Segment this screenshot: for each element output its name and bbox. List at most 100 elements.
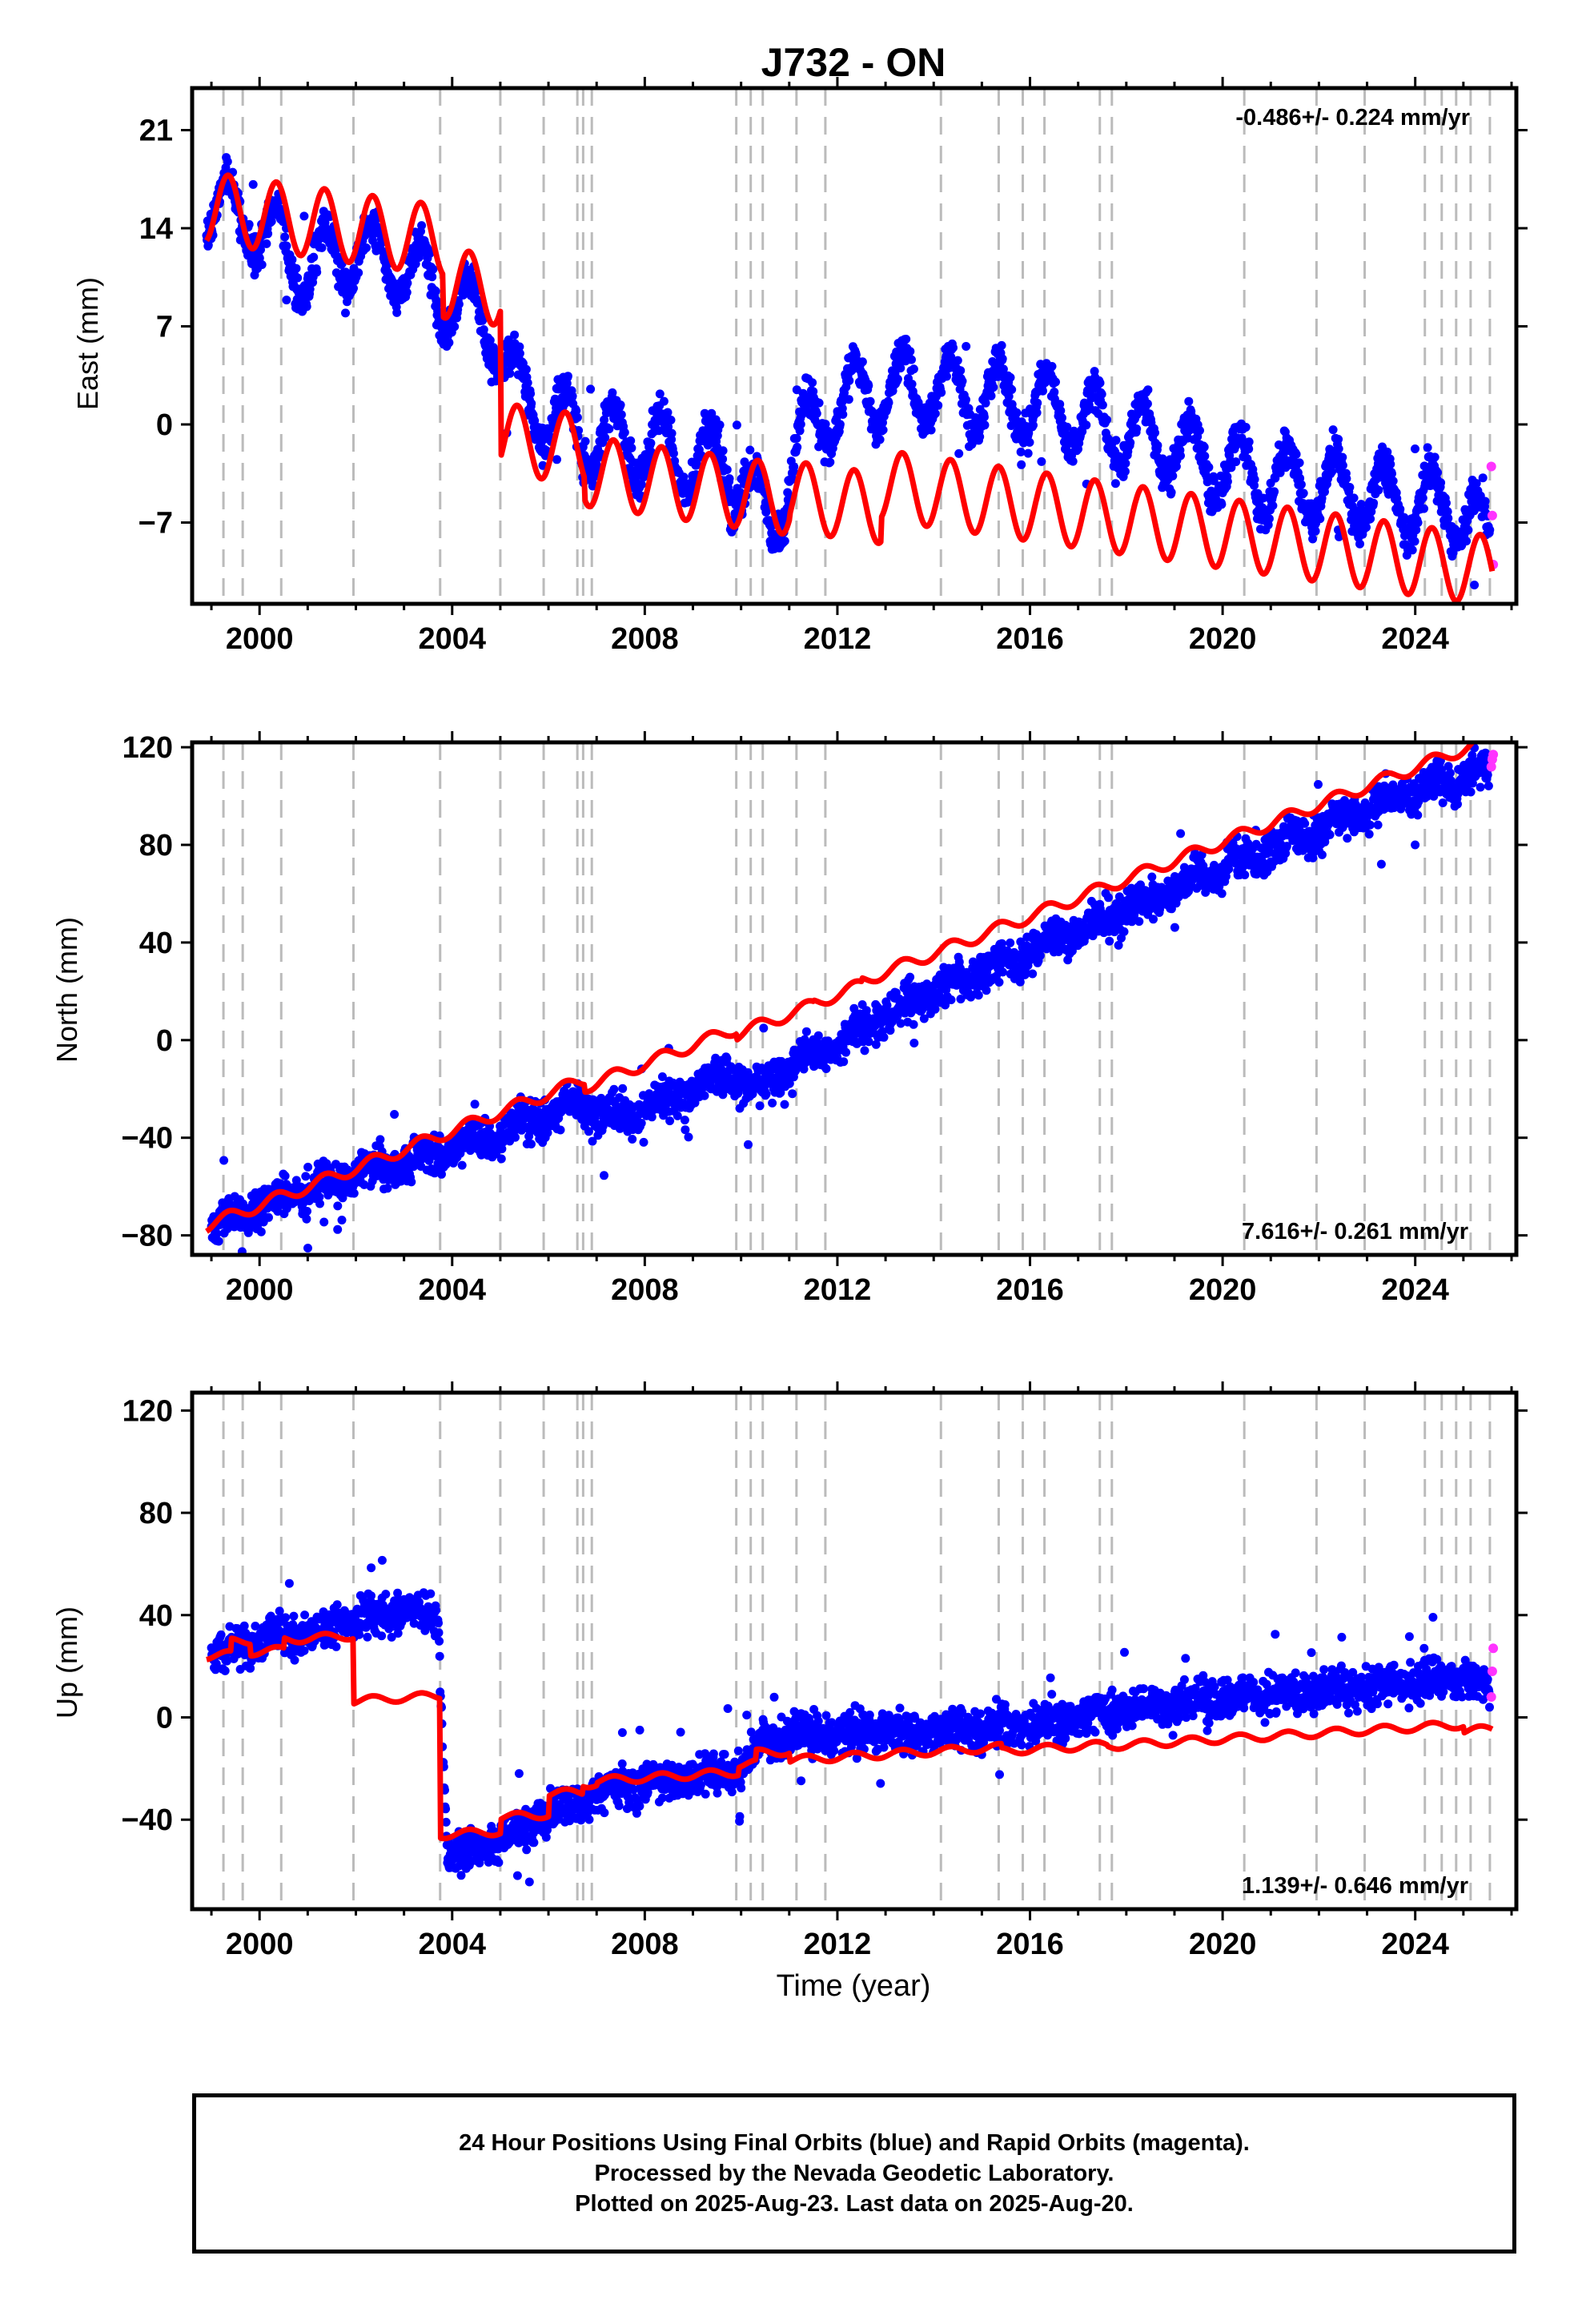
- final-orbit-point: [893, 374, 902, 384]
- final-orbit-point: [527, 399, 536, 408]
- final-orbit-point: [616, 400, 625, 410]
- final-orbit-point: [526, 389, 536, 399]
- final-orbit-point: [515, 348, 524, 358]
- final-orbit-point: [1388, 476, 1398, 486]
- final-orbit-point: [1338, 452, 1347, 462]
- final-orbit-point: [998, 967, 1007, 977]
- final-orbit-point: [666, 416, 676, 424]
- final-orbit-point: [1209, 476, 1219, 485]
- east-plot-area: [202, 88, 1499, 604]
- final-orbit-point: [248, 179, 258, 189]
- final-orbit-point: [1025, 437, 1034, 447]
- final-orbit-point: [636, 1119, 646, 1128]
- final-orbit-point: [317, 243, 327, 252]
- final-orbit-point: [1395, 505, 1405, 514]
- final-orbit-point: [768, 1098, 777, 1108]
- final-orbit-point: [1050, 388, 1059, 396]
- final-orbit-point: [745, 445, 755, 455]
- final-orbit-point: [789, 462, 799, 472]
- final-orbit-point: [1250, 475, 1259, 485]
- final-orbit-point: [780, 537, 789, 546]
- final-orbit-point: [214, 1236, 223, 1246]
- final-orbit-point: [479, 325, 488, 335]
- final-orbit-point: [1418, 493, 1427, 503]
- final-orbit-point: [813, 1031, 823, 1040]
- final-orbit-point: [428, 272, 437, 282]
- final-orbit-point: [282, 241, 291, 251]
- final-orbit-point: [392, 308, 402, 317]
- final-orbit-point: [954, 448, 964, 458]
- final-orbit-point: [909, 1019, 918, 1029]
- final-orbit-point: [1241, 423, 1251, 432]
- figure-title: J732 - ON: [761, 40, 946, 85]
- final-orbit-point: [1464, 525, 1473, 535]
- final-orbit-point: [1102, 415, 1111, 424]
- final-orbit-point: [1480, 497, 1490, 506]
- final-orbit-point: [646, 438, 656, 448]
- final-orbit-point: [1097, 389, 1106, 399]
- final-orbit-point: [974, 991, 983, 1000]
- east-ylabel: East (mm): [71, 277, 104, 410]
- rapid-orbit-point: [1486, 461, 1496, 472]
- final-orbit-point: [937, 388, 946, 397]
- final-orbit-point: [1315, 514, 1325, 524]
- final-orbit-point: [979, 412, 989, 422]
- final-orbit-point: [956, 366, 966, 376]
- final-orbit-point: [1311, 526, 1320, 536]
- final-orbit-point: [718, 454, 728, 464]
- final-orbit-point: [1244, 437, 1254, 447]
- final-orbit-point: [338, 1193, 347, 1203]
- final-orbit-point: [383, 1184, 392, 1193]
- final-orbit-point: [556, 1125, 565, 1135]
- final-orbit-point: [803, 374, 813, 384]
- final-orbit-point: [1006, 938, 1015, 947]
- final-orbit-point: [1231, 457, 1241, 467]
- east-final-orbit-points: [202, 153, 1495, 589]
- final-orbit-point: [665, 1116, 675, 1126]
- final-orbit-point: [814, 398, 824, 408]
- final-orbit-point: [865, 396, 875, 406]
- final-orbit-point: [725, 474, 734, 484]
- final-orbit-point: [1362, 523, 1371, 532]
- final-orbit-point: [1032, 408, 1042, 417]
- final-orbit-point: [375, 1135, 385, 1144]
- final-orbit-point: [315, 1199, 324, 1208]
- final-orbit-point: [801, 1027, 811, 1036]
- final-orbit-point: [257, 260, 267, 269]
- final-orbit-point: [879, 1032, 889, 1042]
- final-orbit-point: [302, 1214, 311, 1224]
- final-orbit-point: [1478, 473, 1488, 483]
- final-orbit-point: [1095, 378, 1105, 388]
- final-orbit-point: [349, 283, 358, 293]
- final-orbit-point: [1295, 458, 1304, 468]
- final-orbit-point: [1413, 518, 1423, 528]
- final-orbit-point: [930, 409, 940, 418]
- final-orbit-point: [1369, 498, 1379, 508]
- final-orbit-point: [962, 395, 970, 404]
- final-orbit-point: [403, 279, 412, 287]
- north-panel: 2000 2004 2008 2012 2016 2020 2024−80−40040801…: [50, 731, 1528, 1307]
- final-orbit-point: [1082, 420, 1091, 430]
- final-orbit-point: [788, 1089, 797, 1099]
- final-orbit-point: [796, 420, 805, 429]
- final-orbit-point: [256, 1227, 266, 1236]
- final-orbit-point: [1462, 537, 1472, 546]
- final-orbit-point: [1244, 444, 1254, 454]
- final-orbit-point: [857, 357, 867, 367]
- final-orbit-point: [1058, 413, 1066, 423]
- final-orbit-point: [1328, 425, 1338, 435]
- final-orbit-point: [1029, 420, 1038, 430]
- final-orbit-point: [299, 211, 309, 221]
- final-orbit-point: [354, 268, 363, 278]
- final-orbit-point: [267, 217, 276, 226]
- final-orbit-point: [1168, 471, 1178, 480]
- final-orbit-point: [349, 1188, 359, 1198]
- final-orbit-point: [333, 1201, 343, 1211]
- final-orbit-point: [1068, 456, 1078, 466]
- final-orbit-point: [511, 1132, 520, 1142]
- final-orbit-point: [588, 481, 597, 491]
- final-orbit-point: [1296, 480, 1306, 489]
- final-orbit-point: [722, 1054, 732, 1063]
- x-tick-label: 2024: [1381, 622, 1449, 656]
